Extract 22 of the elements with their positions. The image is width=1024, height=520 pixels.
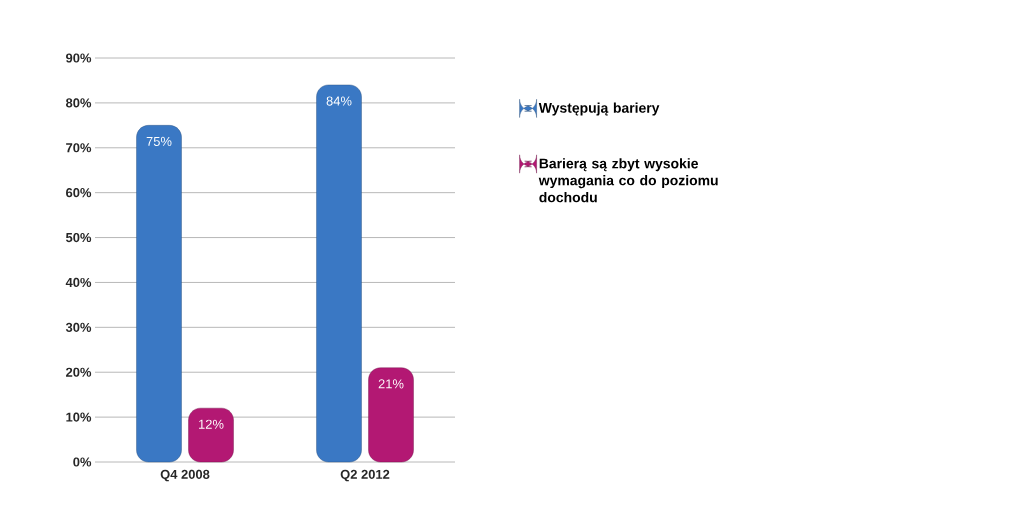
- y-tick-label: 20%: [66, 367, 92, 377]
- bar: [188, 407, 234, 463]
- bar: [368, 367, 414, 463]
- data-label: 21%: [378, 379, 404, 389]
- legend-label: Barierą są zbyt wysokie wymagania co do poziomu dochodu: [538, 158, 718, 203]
- y-tick-label: 30%: [65, 322, 92, 332]
- bar: [316, 84, 362, 463]
- y-tick-label: 70%: [66, 143, 92, 153]
- x-tick-label: Q2 2012: [340, 469, 390, 482]
- y-tick-label: 50%: [65, 232, 92, 243]
- x-tick-label: Q4 2008: [160, 469, 210, 482]
- data-label: 12%: [199, 419, 224, 429]
- y-tick-label: 90%: [66, 53, 92, 63]
- legend-label: Występują bariery: [538, 102, 660, 116]
- y-tick-label: 80%: [65, 98, 92, 108]
- bar: [136, 125, 182, 463]
- y-tick-label: 10%: [66, 412, 92, 422]
- data-label: 75%: [146, 136, 172, 146]
- y-tick-label: 0%: [73, 457, 92, 467]
- y-tick-label: 40%: [65, 277, 92, 288]
- y-tick-label: 60%: [66, 188, 92, 198]
- data-label: 84%: [326, 96, 352, 106]
